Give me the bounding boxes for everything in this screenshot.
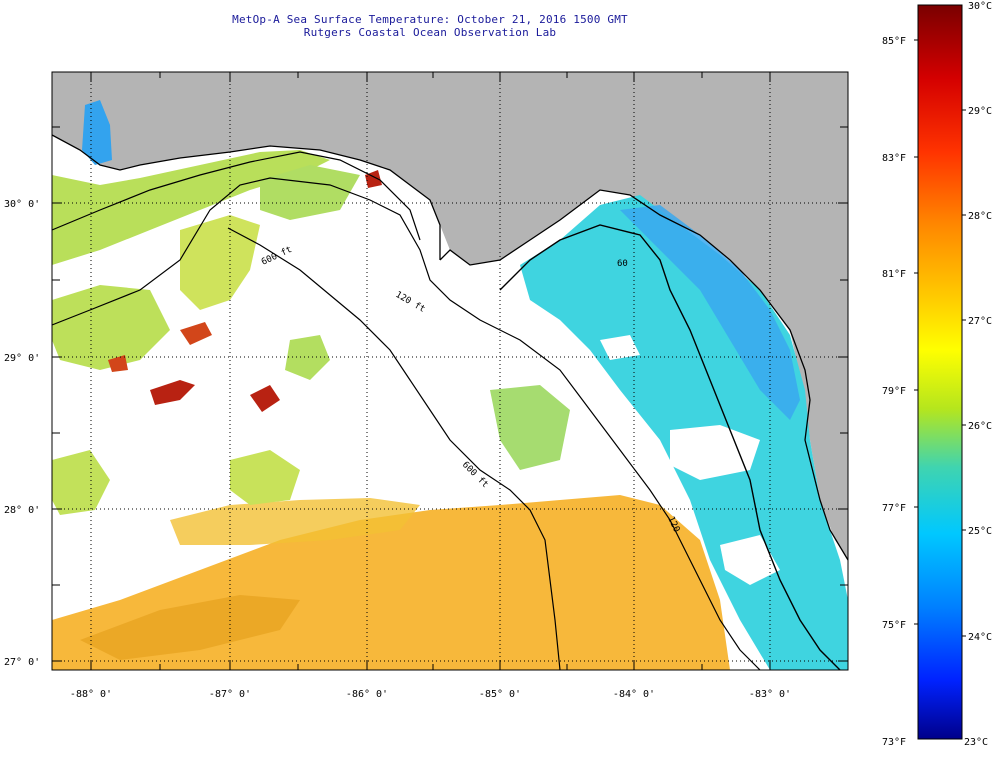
map-frame: [51, 71, 849, 671]
mid-temp-patch: [180, 215, 260, 310]
celsius-label: 27°C: [968, 316, 992, 327]
hot-spot: [150, 380, 195, 405]
coastline: [52, 134, 441, 260]
isobath-label: 60: [617, 259, 628, 269]
mid-temp-patch: [490, 385, 570, 470]
mid-temp-patch: [52, 450, 110, 515]
lon-label: -87° 0': [209, 689, 251, 700]
isobath-60ft: [499, 224, 841, 670]
lat-label: 27° 0': [4, 657, 40, 668]
map-subtitle: Rutgers Coastal Ocean Observation Lab: [303, 26, 557, 39]
hot-spot: [108, 355, 128, 372]
celsius-label: 30°C: [968, 1, 992, 12]
cloud-patch: [670, 425, 760, 480]
lon-label: -85° 0': [479, 689, 521, 700]
celsius-label: 29°C: [968, 106, 992, 117]
cloud-patch: [600, 335, 640, 360]
sst-map: 600 ft 120 ft 600 ft 60 120: [4, 71, 849, 700]
celsius-label: 24°C: [968, 632, 992, 643]
warm-water-patch: [80, 595, 300, 660]
cloud-patch: [720, 535, 780, 585]
mid-temp-patch: [260, 165, 360, 220]
lat-label: 29° 0': [4, 353, 40, 364]
lon-label: -84° 0': [613, 689, 655, 700]
temperature-colorbar: 30°C 29°C 28°C 27°C 26°C 25°C 24°C 23°C …: [880, 0, 1000, 754]
lon-label: -88° 0': [70, 689, 112, 700]
fahrenheit-label: 85°F: [882, 36, 906, 47]
isobath-120ft: [52, 177, 761, 670]
colorbar-ticks: [914, 39, 966, 637]
celsius-label: 26°C: [968, 421, 992, 432]
isobath-600ft-south: [227, 227, 561, 670]
colorbar-ramp: [917, 4, 963, 740]
hot-spot: [250, 385, 280, 412]
warm-water-patch: [170, 498, 420, 545]
land-mass: [52, 72, 848, 560]
celsius-label: 25°C: [968, 526, 992, 537]
lat-label: 28° 0': [4, 505, 40, 516]
celsius-label: 23°C: [964, 737, 988, 748]
isobath-600ft: [52, 151, 421, 241]
cold-bay-water: [82, 100, 112, 165]
fahrenheit-label: 73°F: [882, 737, 906, 748]
mid-temp-patch: [230, 450, 300, 505]
mid-temp-patch: [52, 285, 170, 370]
fahrenheit-label: 77°F: [882, 503, 906, 514]
map-title: MetOp-A Sea Surface Temperature: October…: [232, 13, 628, 26]
fahrenheit-label: 75°F: [882, 620, 906, 631]
celsius-label: 28°C: [968, 211, 992, 222]
fahrenheit-label: 83°F: [882, 153, 906, 164]
cold-water-shelf: [620, 205, 800, 420]
graticule: [52, 72, 848, 670]
fahrenheit-label: 79°F: [882, 386, 906, 397]
fahrenheit-label: 81°F: [882, 269, 906, 280]
lat-label: 30° 0': [4, 199, 40, 210]
axis-ticks: [52, 72, 848, 670]
mid-temp-patch: [285, 335, 330, 380]
coastline: [439, 189, 848, 561]
hot-spot: [180, 322, 212, 345]
lon-label: -83° 0': [749, 689, 791, 700]
lon-label: -86° 0': [346, 689, 388, 700]
mid-temp-coastal-strip: [52, 150, 330, 265]
